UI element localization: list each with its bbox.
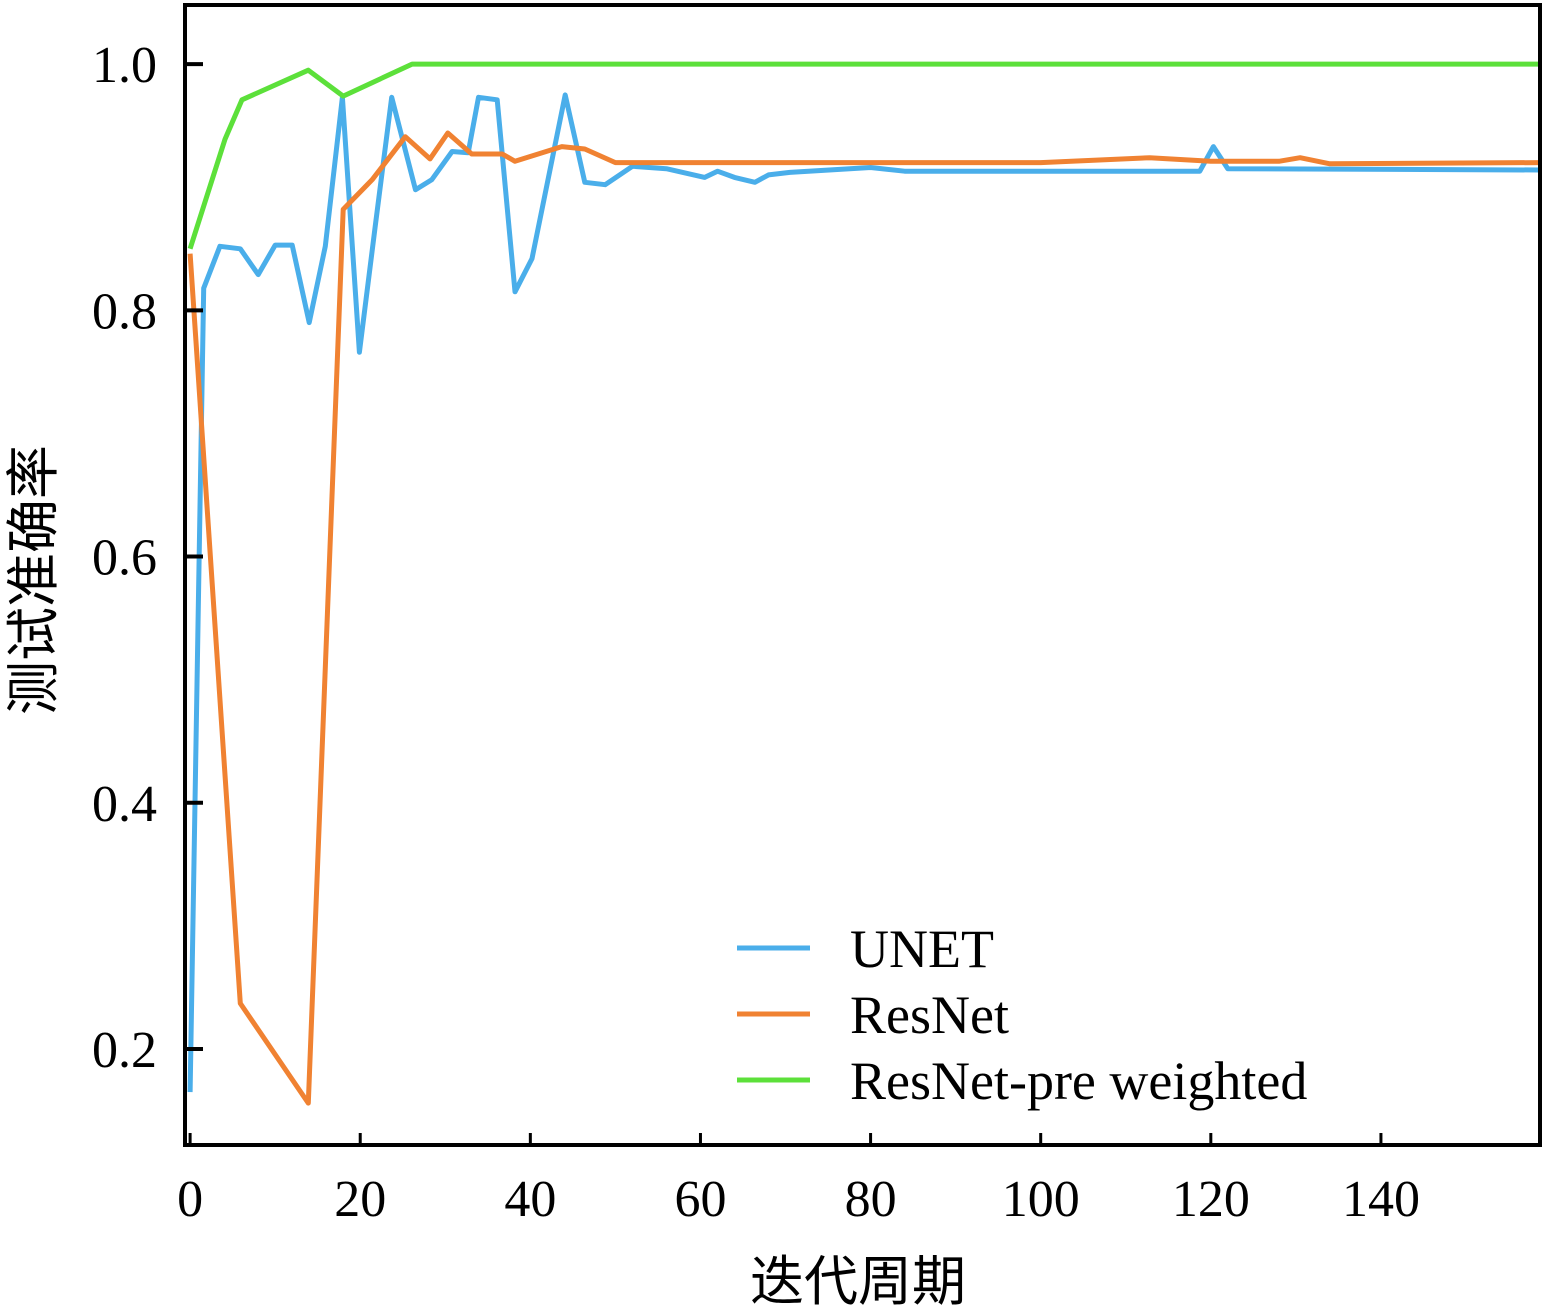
legend-label: UNET <box>850 919 994 979</box>
x-tick-label: 140 <box>1342 1171 1420 1228</box>
y-tick-label: 0.8 <box>92 283 157 340</box>
y-tick-label: 0.4 <box>92 776 157 833</box>
y-tick-label: 0.6 <box>92 530 157 587</box>
x-tick-label: 100 <box>1002 1171 1080 1228</box>
x-tick-label: 40 <box>504 1171 556 1228</box>
legend-item: UNET <box>737 919 994 979</box>
series-line-unet <box>187 92 1541 1093</box>
series-line-resnet-pre-weighted <box>187 61 1540 250</box>
series-line-resnet <box>187 130 1541 1106</box>
legend-label: ResNet <box>850 985 1009 1045</box>
plot-frame <box>183 3 1542 1147</box>
y-tick-label: 1.0 <box>92 37 157 94</box>
legend-label: ResNet-pre weighted <box>850 1051 1307 1111</box>
series-layer <box>187 61 1541 1106</box>
x-tick-label: 60 <box>674 1171 726 1228</box>
x-tick-label: 0 <box>177 1171 203 1228</box>
ticks-layer: 0.2 0.4 0.6 0.8 1.0 0 20 40 60 80 100 120 140 <box>92 37 1420 1228</box>
legend-item: ResNet <box>737 985 1009 1045</box>
legend-item: ResNet-pre weighted <box>737 1051 1307 1111</box>
x-tick-label: 120 <box>1172 1171 1250 1228</box>
x-axis-title: 迭代周期 <box>750 1252 966 1312</box>
x-tick-label: 80 <box>845 1171 897 1228</box>
x-tick-label: 20 <box>334 1171 386 1228</box>
y-axis-title: 测试准确率 <box>4 445 64 715</box>
y-tick-label: 0.2 <box>92 1022 157 1079</box>
